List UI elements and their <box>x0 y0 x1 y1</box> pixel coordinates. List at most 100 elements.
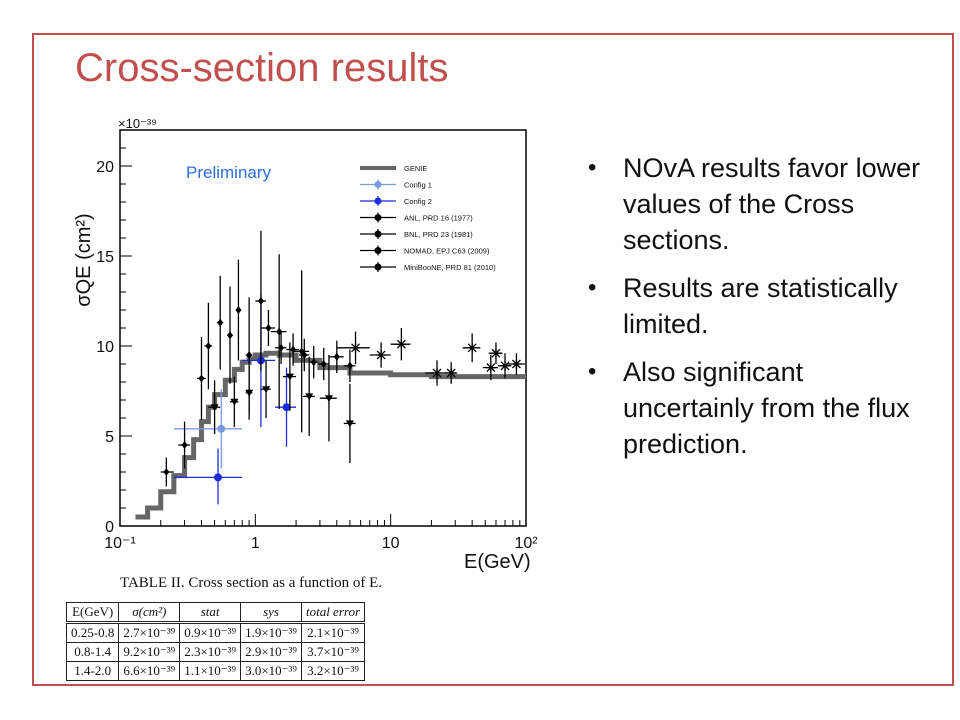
data-point <box>319 355 337 442</box>
table-header-row: E(GeV) σ(cm²) stat sys total error <box>65 602 366 623</box>
data-point <box>235 259 242 361</box>
triangle-marker <box>324 395 333 403</box>
plot-area <box>119 129 527 527</box>
triangle-marker <box>262 386 271 394</box>
table-header-cell: total error <box>300 602 366 623</box>
bullet-item: • Also significant uncertainly from the f… <box>588 354 928 462</box>
y-multiplier-label: ×10⁻³⁹ <box>118 116 157 131</box>
bullet-icon: • <box>588 154 597 181</box>
y-tick-label: 10 <box>96 339 114 356</box>
legend-label: BNL, PRD 23 (1981) <box>404 230 473 239</box>
legend-label: MiniBooNE, PRD 81 (2010) <box>404 263 496 272</box>
chart-annotation: Preliminary <box>186 163 272 182</box>
table-cell: 1.1×10⁻³⁹ <box>179 661 242 681</box>
data-point <box>506 353 525 375</box>
triangle-marker <box>285 373 294 381</box>
legend-label: Config 1 <box>404 181 432 190</box>
circle-marker <box>282 403 291 412</box>
data-point <box>178 421 191 469</box>
x-tick-label: 10² <box>514 535 538 552</box>
diamond-marker <box>217 318 224 327</box>
triangle-marker <box>245 389 254 397</box>
star-marker <box>490 348 501 359</box>
legend-marker <box>374 247 382 254</box>
data-point <box>482 355 498 381</box>
y-axis-label: σQE (cm²) <box>73 213 95 306</box>
diamond-marker <box>257 297 264 305</box>
legend-label: Config 2 <box>404 197 432 206</box>
table-cell: 0.8-1.4 <box>65 642 120 662</box>
diamond-marker <box>333 352 340 361</box>
diamond-marker <box>181 441 188 449</box>
table-cell: 3.2×10⁻³⁹ <box>300 661 366 681</box>
star-marker <box>432 368 443 378</box>
table-row: 0.25-0.8 2.7×10⁻³⁹ 0.9×10⁻³⁹ 1.9×10⁻³⁹ 2… <box>65 622 366 643</box>
data-point <box>173 389 243 469</box>
data-point <box>230 376 239 427</box>
diamond-marker <box>278 343 285 352</box>
triangle-marker <box>230 398 239 406</box>
y-tick-label: 15 <box>96 249 114 266</box>
data-point <box>317 347 329 381</box>
table-cell: 2.1×10⁻³⁹ <box>300 622 366 643</box>
data-point <box>343 383 356 463</box>
legend-marker <box>374 263 382 271</box>
bullet-icon: • <box>588 358 597 385</box>
table-header-cell: σ(cm²) <box>118 602 181 623</box>
star-marker <box>376 350 387 360</box>
legend-marker <box>374 181 382 188</box>
legend-marker <box>374 197 382 205</box>
diamond-marker <box>205 342 212 350</box>
table-cell: 2.7×10⁻³⁹ <box>118 622 181 643</box>
star-marker <box>446 368 457 378</box>
table-header-cell: sys <box>240 602 302 623</box>
data-point <box>369 342 391 368</box>
data-point <box>245 365 254 420</box>
circle-marker <box>214 473 223 482</box>
table-cell: 0.25-0.8 <box>65 622 120 643</box>
cross-section-chart: 0 5 10 15 20 10⁻¹ 1 10 10² ×10⁻³⁹ Preliminary E(… <box>73 116 538 573</box>
bullet-item: • NOvA results favor lower values of the … <box>588 150 928 258</box>
data-point <box>343 349 356 382</box>
cross-section-table: E(GeV) σ(cm²) stat sys total error 0.25-… <box>65 602 366 681</box>
data-point <box>260 360 271 418</box>
star-marker <box>485 362 496 373</box>
bullet-list: • NOvA results favor lower values of the … <box>588 150 928 474</box>
data-point <box>173 448 243 505</box>
data-point <box>282 342 297 411</box>
table-cell: 3.0×10⁻³⁹ <box>240 661 302 681</box>
y-tick-label: 0 <box>105 519 114 536</box>
table-row: 1.4-2.0 6.6×10⁻³⁹ 1.1×10⁻³⁹ 3.0×10⁻³⁹ 3.… <box>65 661 366 681</box>
x-axis-label: E(GeV) <box>464 551 531 573</box>
data-point <box>302 356 315 436</box>
table-cell: 6.6×10⁻³⁹ <box>118 661 181 681</box>
x-tick-label: 10 <box>382 535 400 552</box>
table-cell: 1.9×10⁻³⁹ <box>240 622 302 643</box>
table-row: 0.8-1.4 9.2×10⁻³⁹ 2.3×10⁻³⁹ 2.9×10⁻³⁹ 3.… <box>65 642 366 662</box>
triangle-marker <box>305 393 314 401</box>
table-cell: 3.7×10⁻³⁹ <box>300 642 366 662</box>
diamond-marker <box>310 358 317 367</box>
data-point <box>328 340 344 373</box>
table-cell: 2.9×10⁻³⁹ <box>240 642 302 662</box>
diamond-marker <box>198 374 205 383</box>
table-cell: 9.2×10⁻³⁹ <box>118 642 181 662</box>
bullet-item: • Results are statistically limited. <box>588 270 928 342</box>
slide-frame-bottom <box>32 684 954 686</box>
star-marker <box>467 342 478 353</box>
legend-label: GENIE <box>404 164 427 173</box>
data-point <box>227 286 234 384</box>
diamond-marker <box>235 306 242 314</box>
star-marker <box>511 359 522 369</box>
legend-marker <box>374 214 382 221</box>
table-caption: TABLE II. Cross section as a function of… <box>120 575 383 591</box>
table-header-cell: stat <box>179 602 242 623</box>
diamond-marker <box>290 345 297 354</box>
triangle-marker <box>345 420 354 428</box>
y-tick-label: 5 <box>105 429 114 446</box>
diamond-marker <box>346 361 353 370</box>
data-point <box>336 331 370 364</box>
table-cell: 0.9×10⁻³⁹ <box>179 622 242 643</box>
data-point <box>260 310 276 346</box>
diamond-marker <box>276 327 283 336</box>
